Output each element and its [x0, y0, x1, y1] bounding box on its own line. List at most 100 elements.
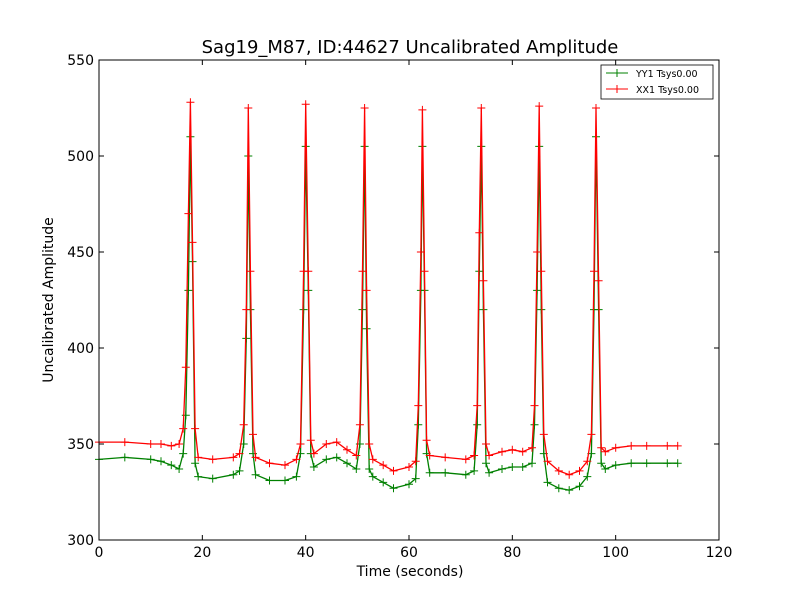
- data-point: [365, 465, 374, 473]
- data-point: [191, 424, 200, 433]
- data-point: [389, 484, 398, 493]
- data-point: [332, 438, 341, 447]
- y-tick-label: 400: [67, 341, 94, 357]
- data-point: [343, 445, 351, 454]
- data-point: [414, 420, 423, 429]
- data-point: [235, 449, 244, 458]
- data-point: [146, 455, 155, 464]
- data-point: [184, 286, 193, 295]
- data-point: [389, 466, 398, 475]
- data-point: [242, 305, 251, 314]
- data-point: [673, 441, 682, 450]
- data-point: [575, 466, 584, 475]
- data-point: [537, 267, 546, 276]
- data-point: [611, 461, 620, 470]
- data-point: [518, 447, 527, 456]
- x-tick-label: 20: [193, 545, 211, 561]
- data-point: [627, 441, 636, 450]
- data-point: [587, 430, 596, 439]
- data-point: [368, 455, 377, 464]
- data-point: [322, 440, 331, 448]
- data-point: [414, 401, 423, 410]
- data-point: [663, 441, 672, 450]
- data-point: [554, 484, 563, 493]
- data-point: [530, 420, 539, 429]
- data-point: [179, 424, 188, 433]
- data-point: [473, 401, 482, 410]
- data-point: [249, 430, 257, 439]
- data-point: [528, 459, 536, 468]
- data-point: [360, 104, 369, 112]
- data-point: [405, 480, 413, 489]
- data-point: [309, 463, 318, 471]
- legend-label-xx1: XX1 Tsys0.00: [636, 85, 699, 96]
- x-tick-label: 0: [95, 545, 104, 561]
- data-point: [194, 453, 203, 462]
- data-point: [292, 455, 301, 464]
- legend-marker-xx1: [613, 85, 621, 93]
- data-point: [418, 105, 427, 114]
- data-point: [343, 459, 351, 468]
- data-point: [265, 476, 274, 485]
- data-point: [358, 267, 367, 276]
- data-point: [642, 459, 651, 468]
- data-point: [477, 104, 486, 112]
- data-point: [379, 461, 388, 470]
- legend-marker-yy1: [613, 69, 621, 77]
- data-point: [167, 461, 176, 470]
- data-point: [518, 463, 527, 471]
- data-point: [425, 468, 434, 477]
- series-xx1: [95, 98, 682, 479]
- data-point: [420, 267, 429, 276]
- data-point: [441, 468, 450, 477]
- legend: YY1 Tsys0.00 XX1 Tsys0.00: [600, 64, 714, 100]
- data-point: [352, 465, 361, 473]
- data-point: [508, 445, 517, 454]
- data-point: [405, 463, 413, 471]
- data-point: [120, 438, 129, 447]
- data-point: [479, 276, 488, 285]
- data-point: [191, 459, 200, 468]
- x-axis: 0 20 40 60 80 100 120: [95, 60, 733, 561]
- data-point: [508, 463, 517, 471]
- data-point: [309, 449, 318, 458]
- data-point: [475, 228, 484, 237]
- y-tick-label: 300: [67, 533, 94, 549]
- data-point: [322, 455, 331, 464]
- x-tick-label: 120: [706, 545, 733, 561]
- data-point: [194, 472, 203, 481]
- data-point: [120, 453, 129, 462]
- data-point: [441, 453, 450, 462]
- data-point: [175, 440, 184, 448]
- data-point: [365, 440, 374, 448]
- data-point: [663, 459, 672, 468]
- data-point: [554, 466, 563, 475]
- data-point: [301, 100, 310, 109]
- data-point: [304, 267, 313, 276]
- x-tick-label: 100: [602, 545, 629, 561]
- data-point: [535, 102, 544, 111]
- data-point: [597, 443, 606, 452]
- data-point: [530, 401, 539, 410]
- data-point: [251, 453, 260, 462]
- series-layer: [95, 98, 682, 495]
- chart-title: Sag19_M87, ID:44627 Uncalibrated Amplitu…: [202, 37, 619, 58]
- data-point: [184, 209, 193, 218]
- data-point: [246, 267, 255, 276]
- data-point: [482, 459, 490, 468]
- data-point: [583, 457, 592, 466]
- data-point: [485, 451, 494, 460]
- data-point: [208, 455, 217, 464]
- data-point: [281, 476, 289, 485]
- data-point: [157, 440, 165, 448]
- y-axis-label: Uncalibrated Amplitude: [41, 217, 57, 383]
- data-point: [362, 286, 371, 295]
- data-point: [296, 440, 305, 448]
- data-point: [485, 468, 494, 477]
- data-point: [281, 461, 289, 470]
- data-point: [332, 453, 341, 462]
- data-point: [239, 420, 248, 429]
- data-point: [368, 472, 377, 481]
- data-point: [355, 420, 364, 429]
- data-point: [175, 465, 184, 473]
